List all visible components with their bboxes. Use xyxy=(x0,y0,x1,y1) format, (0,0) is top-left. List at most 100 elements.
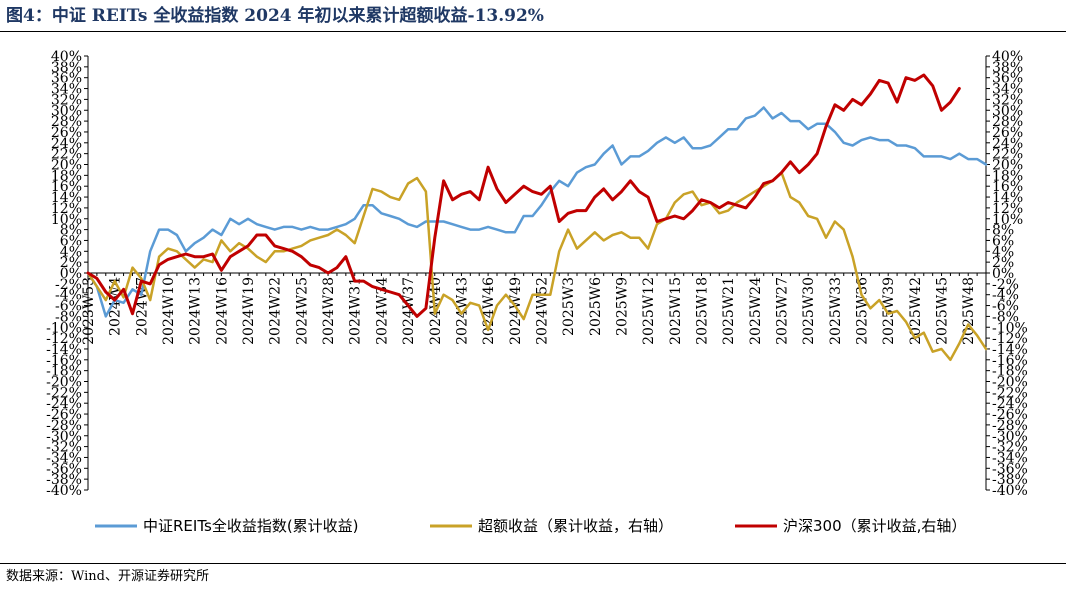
y-tick-label-left: -20% xyxy=(46,375,82,391)
x-tick-label: 2025W3 xyxy=(561,277,577,336)
y-tick-label-right: 8% xyxy=(992,223,1014,239)
x-tick-label: 2024W28 xyxy=(321,277,337,345)
series-line-3 xyxy=(86,73,961,318)
y-tick-label-right: 18% xyxy=(992,168,1023,184)
y-tick-label-left: -40% xyxy=(46,483,82,499)
x-tick-label: 2024W49 xyxy=(508,277,524,345)
y-tick-label-left: -26% xyxy=(46,407,82,423)
x-tick-label: 2025W48 xyxy=(961,277,977,345)
y-tick-label-left: 36% xyxy=(51,71,82,87)
x-tick-label: 2025W30 xyxy=(801,277,817,345)
y-tick-label-right: -30% xyxy=(992,429,1028,445)
y-tick-label-right: -28% xyxy=(992,418,1028,434)
x-tick-label: 2025W45 xyxy=(935,277,951,345)
y-tick-label-right: 20% xyxy=(992,158,1023,174)
y-tick-label-right: 36% xyxy=(992,71,1023,87)
x-tick-label: 2024W10 xyxy=(161,277,177,345)
y-tick-label-right: -8% xyxy=(992,309,1019,325)
x-tick-label: 2025W18 xyxy=(694,277,710,345)
y-tick-label-right: -38% xyxy=(992,472,1028,488)
y-tick-label-left: 4% xyxy=(60,244,82,260)
y-tick-label-right: -18% xyxy=(992,364,1028,380)
y-tick-label-left: -2% xyxy=(55,277,82,293)
y-tick-label-left: 10% xyxy=(51,212,82,228)
chart-series xyxy=(86,73,988,362)
x-tick-label: 2025W15 xyxy=(668,277,684,345)
y-tick-label-left: -8% xyxy=(55,309,82,325)
y-tick-label-left: -16% xyxy=(46,353,82,369)
y-tick-label-right: 0% xyxy=(992,266,1014,282)
y-tick-label-left: 28% xyxy=(51,114,82,130)
y-tick-label-left: -12% xyxy=(46,331,82,347)
y-tick-label-right: -36% xyxy=(992,461,1028,477)
y-tick-label-right: 10% xyxy=(992,212,1023,228)
y-tick-label-right: 12% xyxy=(992,201,1023,217)
series-line-2 xyxy=(86,171,988,362)
x-tick-label: 2025W27 xyxy=(775,277,791,345)
y-tick-label-left: -18% xyxy=(46,364,82,380)
chart-axes: -40% -40%-38% -38%-36% -36%-34% -34%-32% -32%… xyxy=(46,49,1028,499)
series-line-1 xyxy=(86,106,988,318)
y-tick-label-left: 38% xyxy=(51,60,82,76)
y-tick-label-right: 24% xyxy=(992,136,1023,152)
y-tick-label-right: -20% xyxy=(992,375,1028,391)
y-tick-label-right: 22% xyxy=(992,147,1023,163)
y-tick-label-right: 2% xyxy=(992,255,1014,271)
y-tick-label-right: -4% xyxy=(992,288,1019,304)
title-divider xyxy=(0,31,1066,32)
y-tick-label-right: 30% xyxy=(992,103,1023,119)
y-tick-label-left: 26% xyxy=(51,125,82,141)
x-tick-label: 2024W34 xyxy=(374,277,390,345)
y-tick-label-left: -14% xyxy=(46,342,82,358)
y-tick-label-left: 30% xyxy=(51,103,82,119)
x-tick-label: 2024W22 xyxy=(268,277,284,345)
page-title: 图4：中证 REITs 全收益指数 2024 年初以来累计超额收益-13.92% xyxy=(6,6,544,26)
y-tick-label-left: 14% xyxy=(51,190,82,206)
y-tick-label-right: 34% xyxy=(992,82,1023,98)
y-tick-label-right: -16% xyxy=(992,353,1028,369)
y-tick-label-right: 38% xyxy=(992,60,1023,76)
y-tick-label-left: 2% xyxy=(60,255,82,271)
y-tick-label-left: -38% xyxy=(46,472,82,488)
y-tick-label-left: -34% xyxy=(46,450,82,466)
x-tick-label: 2025W42 xyxy=(908,277,924,345)
y-tick-label-right: -24% xyxy=(992,396,1028,412)
y-tick-label-left: 32% xyxy=(51,92,82,108)
y-tick-label-right: -34% xyxy=(992,450,1028,466)
x-tick-label: 2025W12 xyxy=(641,277,657,345)
y-tick-label-left: -32% xyxy=(46,440,82,456)
source-note: 数据来源：Wind、开源证券研究所 xyxy=(6,569,209,584)
y-tick-label-left: -36% xyxy=(46,461,82,477)
y-tick-label-left: -22% xyxy=(46,385,82,401)
x-tick-label: 2024W46 xyxy=(481,277,497,345)
x-tick-label: 2025W36 xyxy=(855,277,871,345)
y-tick-label-left: -30% xyxy=(46,429,82,445)
y-tick-label-right: 26% xyxy=(992,125,1023,141)
y-tick-label-right: -10% xyxy=(992,320,1028,336)
x-tick-label: 2024W31 xyxy=(348,277,364,345)
y-tick-label-right: 32% xyxy=(992,92,1023,108)
x-tick-label: 2024W16 xyxy=(214,277,230,345)
y-tick-label-left: -24% xyxy=(46,396,82,412)
y-tick-label-left: 12% xyxy=(51,201,82,217)
y-tick-label-left: 16% xyxy=(51,179,82,195)
y-tick-label-right: -6% xyxy=(992,299,1019,315)
x-tick-label: 2023W53 xyxy=(81,277,97,345)
y-tick-label-right: 6% xyxy=(992,233,1014,249)
y-tick-label-left: -6% xyxy=(55,299,82,315)
y-tick-label-left: 24% xyxy=(51,136,82,152)
chart-legend: 中证REITs全收益指数(累计收益) 超额收益（累计收益，右轴） 沪深300（累计收… xyxy=(95,517,966,535)
x-tick-label: 2025W33 xyxy=(828,277,844,345)
y-tick-label-right: -26% xyxy=(992,407,1028,423)
y-tick-label-right: -2% xyxy=(992,277,1019,293)
y-tick-label-left: 8% xyxy=(60,223,82,239)
x-tick-label: 2024W25 xyxy=(294,277,310,345)
y-tick-label-right: -32% xyxy=(992,440,1028,456)
y-tick-label-right: 40% xyxy=(992,49,1023,65)
x-tick-label: 2025W24 xyxy=(748,277,764,345)
y-tick-label-right: -12% xyxy=(992,331,1028,347)
y-tick-label-left: 18% xyxy=(51,168,82,184)
y-tick-label-right: -14% xyxy=(992,342,1028,358)
y-tick-label-right: 4% xyxy=(992,244,1014,260)
y-tick-label-left: 20% xyxy=(51,158,82,174)
